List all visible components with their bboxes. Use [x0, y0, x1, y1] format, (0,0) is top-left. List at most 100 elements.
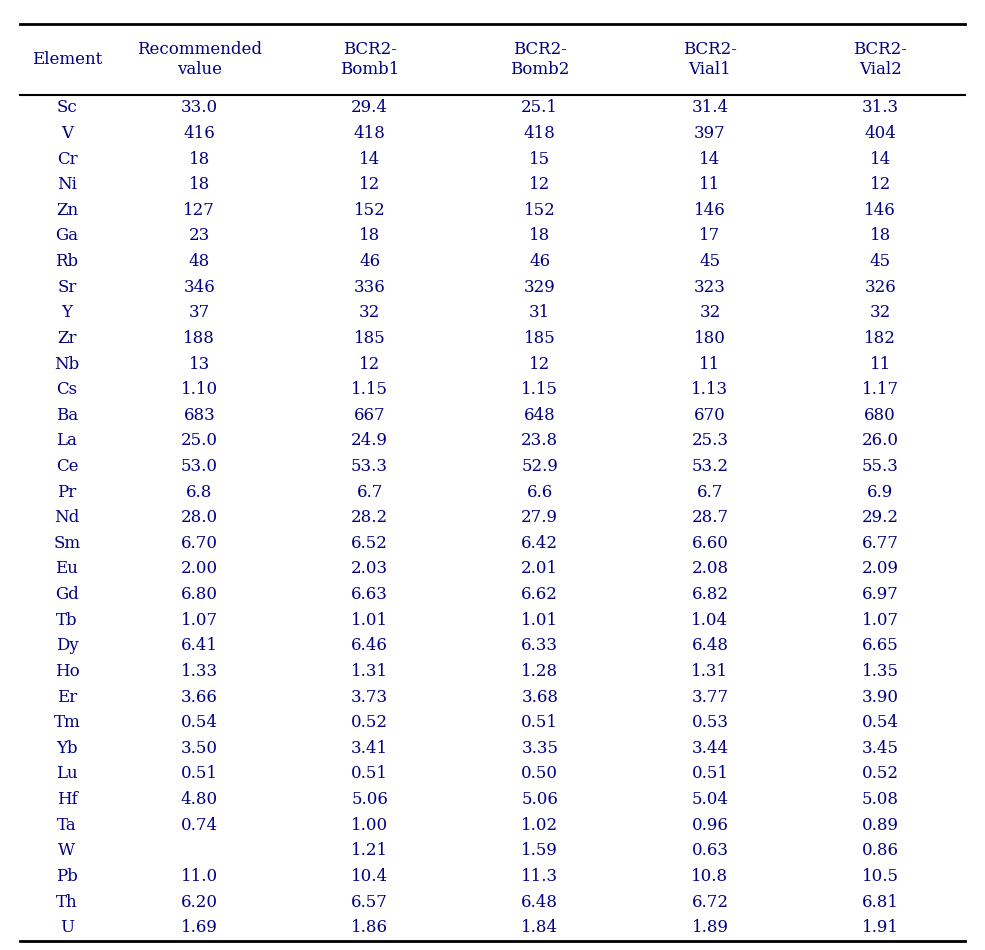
Text: 127: 127	[183, 201, 216, 219]
Text: 1.15: 1.15	[521, 381, 558, 398]
Text: 13: 13	[189, 355, 210, 372]
Text: 6.65: 6.65	[862, 637, 898, 655]
Text: 6.8: 6.8	[186, 484, 213, 501]
Text: 6.62: 6.62	[521, 586, 558, 603]
Text: 15: 15	[529, 150, 551, 167]
Text: 648: 648	[524, 407, 556, 424]
Text: 2.09: 2.09	[862, 560, 898, 578]
Text: 1.13: 1.13	[691, 381, 729, 398]
Text: 6.63: 6.63	[351, 586, 388, 603]
Text: Ni: Ni	[57, 176, 77, 193]
Text: Ta: Ta	[57, 817, 77, 834]
Text: 1.33: 1.33	[181, 663, 218, 680]
Text: 18: 18	[529, 227, 551, 244]
Text: 1.69: 1.69	[181, 920, 218, 936]
Text: 3.77: 3.77	[691, 689, 729, 706]
Text: 31: 31	[529, 304, 551, 321]
Text: 6.9: 6.9	[867, 484, 893, 501]
Text: 12: 12	[529, 355, 551, 372]
Text: 0.51: 0.51	[691, 766, 729, 783]
Text: 3.66: 3.66	[181, 689, 218, 706]
Text: Rb: Rb	[55, 253, 79, 270]
Text: Element: Element	[32, 51, 102, 67]
Text: 45: 45	[870, 253, 890, 270]
Text: 326: 326	[864, 278, 896, 295]
Text: 1.10: 1.10	[181, 381, 218, 398]
Text: 32: 32	[359, 304, 380, 321]
Text: 6.80: 6.80	[181, 586, 218, 603]
Text: 6.46: 6.46	[351, 637, 388, 655]
Text: Dy: Dy	[55, 637, 79, 655]
Text: 152: 152	[524, 201, 556, 219]
Text: 0.50: 0.50	[521, 766, 558, 783]
Text: U: U	[60, 920, 74, 936]
Text: Recommended
value: Recommended value	[137, 41, 262, 78]
Text: 24.9: 24.9	[351, 432, 388, 449]
Text: 146: 146	[864, 201, 896, 219]
Text: 1.02: 1.02	[521, 817, 558, 834]
Text: 336: 336	[354, 278, 385, 295]
Text: Gd: Gd	[55, 586, 79, 603]
Text: 1.31: 1.31	[351, 663, 388, 680]
Text: 1.07: 1.07	[181, 612, 218, 629]
Text: 18: 18	[189, 150, 210, 167]
Text: 146: 146	[694, 201, 726, 219]
Text: 1.04: 1.04	[691, 612, 729, 629]
Text: Cr: Cr	[57, 150, 77, 167]
Text: 3.35: 3.35	[521, 740, 558, 757]
Text: 10.8: 10.8	[691, 868, 729, 885]
Text: 14: 14	[699, 150, 721, 167]
Text: 11: 11	[699, 355, 721, 372]
Text: 1.86: 1.86	[351, 920, 388, 936]
Text: 1.84: 1.84	[521, 920, 558, 936]
Text: 3.68: 3.68	[521, 689, 558, 706]
Text: 1.01: 1.01	[351, 612, 388, 629]
Text: 11.0: 11.0	[181, 868, 218, 885]
Text: Sr: Sr	[57, 278, 77, 295]
Text: 5.06: 5.06	[521, 791, 558, 808]
Text: 6.48: 6.48	[521, 894, 558, 910]
Text: 46: 46	[359, 253, 380, 270]
Text: 397: 397	[694, 125, 726, 142]
Text: 0.74: 0.74	[181, 817, 218, 834]
Text: 3.73: 3.73	[351, 689, 388, 706]
Text: 6.7: 6.7	[696, 484, 723, 501]
Text: 329: 329	[524, 278, 556, 295]
Text: 1.00: 1.00	[351, 817, 388, 834]
Text: Ho: Ho	[54, 663, 80, 680]
Text: 1.59: 1.59	[521, 843, 558, 860]
Text: 12: 12	[529, 176, 551, 193]
Text: 6.72: 6.72	[691, 894, 729, 910]
Text: 1.07: 1.07	[862, 612, 898, 629]
Text: Er: Er	[57, 689, 77, 706]
Text: 1.89: 1.89	[691, 920, 729, 936]
Text: 26.0: 26.0	[862, 432, 898, 449]
Text: 3.90: 3.90	[862, 689, 898, 706]
Text: 0.53: 0.53	[691, 714, 729, 732]
Text: 28.0: 28.0	[181, 509, 218, 526]
Text: 32: 32	[870, 304, 890, 321]
Text: 46: 46	[529, 253, 551, 270]
Text: 23.8: 23.8	[521, 432, 558, 449]
Text: 0.54: 0.54	[862, 714, 898, 732]
Text: 185: 185	[354, 330, 385, 347]
Text: 45: 45	[699, 253, 721, 270]
Text: 11: 11	[870, 355, 890, 372]
Text: 10.4: 10.4	[351, 868, 388, 885]
Text: Tb: Tb	[56, 612, 78, 629]
Text: 4.80: 4.80	[181, 791, 218, 808]
Text: 27.9: 27.9	[521, 509, 558, 526]
Text: 53.0: 53.0	[181, 458, 218, 475]
Text: 5.06: 5.06	[351, 791, 388, 808]
Text: 55.3: 55.3	[862, 458, 898, 475]
Text: 53.3: 53.3	[351, 458, 388, 475]
Text: 667: 667	[354, 407, 385, 424]
Text: 2.01: 2.01	[521, 560, 558, 578]
Text: 670: 670	[694, 407, 726, 424]
Text: 11: 11	[699, 176, 721, 193]
Text: 6.60: 6.60	[691, 535, 729, 552]
Text: 1.28: 1.28	[521, 663, 558, 680]
Text: 6.33: 6.33	[521, 637, 558, 655]
Text: 31.3: 31.3	[862, 100, 898, 116]
Text: Cs: Cs	[56, 381, 78, 398]
